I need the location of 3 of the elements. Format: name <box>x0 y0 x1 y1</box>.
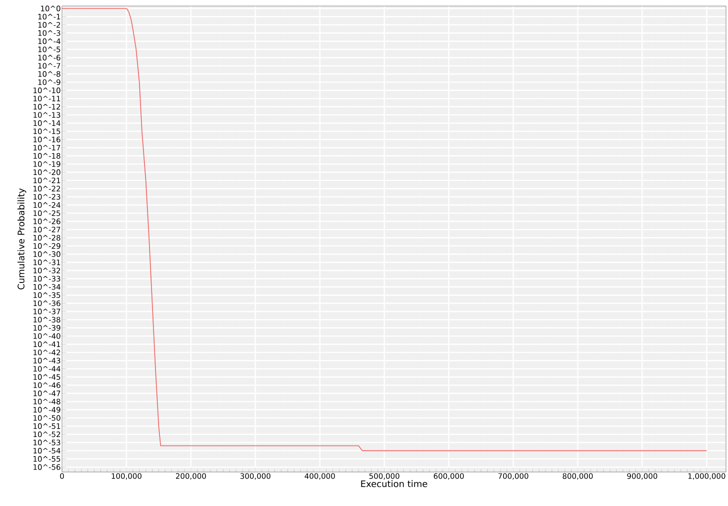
x-axis-title: Execution time <box>361 480 428 488</box>
y-axis-title: Cumulative Probability <box>17 188 26 290</box>
line-series <box>62 8 708 452</box>
